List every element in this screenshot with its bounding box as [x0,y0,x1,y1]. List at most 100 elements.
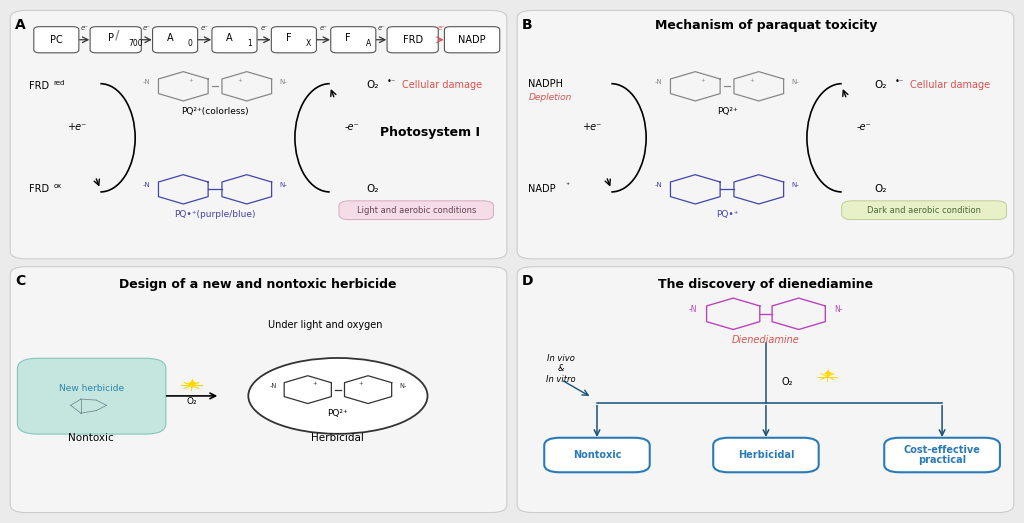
Text: Cellular damage: Cellular damage [910,79,990,90]
Text: NADPH: NADPH [528,78,563,89]
FancyBboxPatch shape [517,267,1014,513]
Text: Under light and oxygen: Under light and oxygen [268,320,383,331]
Text: 700: 700 [128,39,142,48]
Text: +: + [237,77,242,83]
Text: A: A [167,33,173,43]
Text: In vivo
&
In vitro: In vivo & In vitro [547,354,575,383]
Text: O₂: O₂ [367,79,379,90]
FancyBboxPatch shape [713,438,819,472]
FancyBboxPatch shape [34,27,79,53]
Text: C: C [15,274,26,288]
Text: practical: practical [919,455,966,465]
Text: D: D [522,274,534,288]
FancyBboxPatch shape [545,438,649,472]
Text: Cost-effective: Cost-effective [903,445,981,455]
Text: •⁻: •⁻ [895,76,904,86]
FancyBboxPatch shape [885,438,999,472]
FancyBboxPatch shape [842,201,1007,220]
Text: N-: N- [792,79,800,85]
FancyBboxPatch shape [17,358,166,434]
Text: Dark and aerobic condition: Dark and aerobic condition [867,206,981,215]
Text: 1: 1 [247,39,252,48]
Text: A: A [15,18,26,32]
Text: Nontoxic: Nontoxic [572,450,622,460]
Text: -e⁻: -e⁻ [857,122,871,132]
Text: e⁻: e⁻ [260,25,268,31]
Text: Design of a new and nontoxic herbicide: Design of a new and nontoxic herbicide [120,278,396,291]
Text: -N: -N [269,383,276,389]
Text: ⁺: ⁺ [565,181,569,190]
Text: PQ²⁺: PQ²⁺ [717,107,737,116]
Text: A: A [366,39,371,48]
FancyBboxPatch shape [153,27,198,53]
Text: Depletion: Depletion [528,93,571,103]
Text: A: A [226,33,232,43]
Text: N-: N- [792,182,800,188]
Text: Light and aerobic conditions: Light and aerobic conditions [356,206,476,215]
Text: F: F [286,33,292,43]
Text: FRD: FRD [29,81,49,92]
Text: O₂: O₂ [186,397,197,406]
FancyBboxPatch shape [339,201,494,220]
Text: FRD: FRD [402,35,423,45]
Text: +: + [749,77,754,83]
FancyBboxPatch shape [10,10,507,259]
Text: O₂: O₂ [367,184,379,195]
FancyBboxPatch shape [271,27,316,53]
Text: Nontoxic: Nontoxic [69,433,114,444]
Text: e⁻: e⁻ [143,25,151,31]
Text: O₂: O₂ [874,79,887,90]
Text: PQ²⁺(colorless): PQ²⁺(colorless) [181,107,249,116]
Text: -N: -N [142,79,151,85]
Text: ✦: ✦ [185,377,198,391]
Text: e⁻: e⁻ [378,25,385,31]
Text: -e⁻: -e⁻ [345,122,359,132]
Text: Cellular damage: Cellular damage [402,79,482,90]
Text: +e⁻: +e⁻ [584,122,602,132]
Text: PC: PC [50,35,62,45]
Text: -N: -N [689,305,697,314]
Text: +e⁻: +e⁻ [69,122,87,132]
Text: PQ•⁺: PQ•⁺ [716,210,738,219]
FancyBboxPatch shape [212,27,257,53]
Text: NADP: NADP [459,35,485,45]
Text: FRD: FRD [29,184,49,195]
Text: +: + [312,381,317,386]
Text: N-: N- [399,383,407,389]
Text: ox: ox [53,183,61,189]
Text: red: red [53,79,65,86]
Text: N-: N- [280,182,288,188]
Text: +: + [358,381,364,386]
Text: New herbicide: New herbicide [58,383,124,393]
FancyBboxPatch shape [444,27,500,53]
Text: •⁻: •⁻ [387,76,396,86]
Ellipse shape [249,358,428,434]
Text: e⁻: e⁻ [81,25,88,31]
Text: /: / [116,28,120,41]
Text: B: B [522,18,532,32]
FancyBboxPatch shape [387,27,438,53]
Text: N-: N- [835,305,843,314]
Text: ✦: ✦ [822,369,833,382]
Text: NADP: NADP [528,184,556,195]
Text: P: P [108,33,114,43]
Text: -N: -N [142,182,151,188]
Text: The discovery of dienediamine: The discovery of dienediamine [658,278,873,291]
Text: e⁻: e⁻ [319,25,328,31]
Text: +: + [188,77,194,83]
FancyBboxPatch shape [331,27,376,53]
Text: Herbicidal: Herbicidal [311,433,365,444]
Text: e⁻: e⁻ [437,25,445,31]
Text: O₂: O₂ [874,184,887,195]
Text: +: + [700,77,706,83]
Text: X: X [306,39,311,48]
FancyBboxPatch shape [10,267,507,513]
Text: O₂: O₂ [781,377,793,387]
FancyBboxPatch shape [90,27,141,53]
Text: PQ²⁺: PQ²⁺ [328,408,348,417]
FancyBboxPatch shape [517,10,1014,259]
Text: -N: -N [654,182,663,188]
Text: F: F [345,33,351,43]
Text: Photosystem I: Photosystem I [380,126,480,139]
Text: 0: 0 [187,39,193,48]
